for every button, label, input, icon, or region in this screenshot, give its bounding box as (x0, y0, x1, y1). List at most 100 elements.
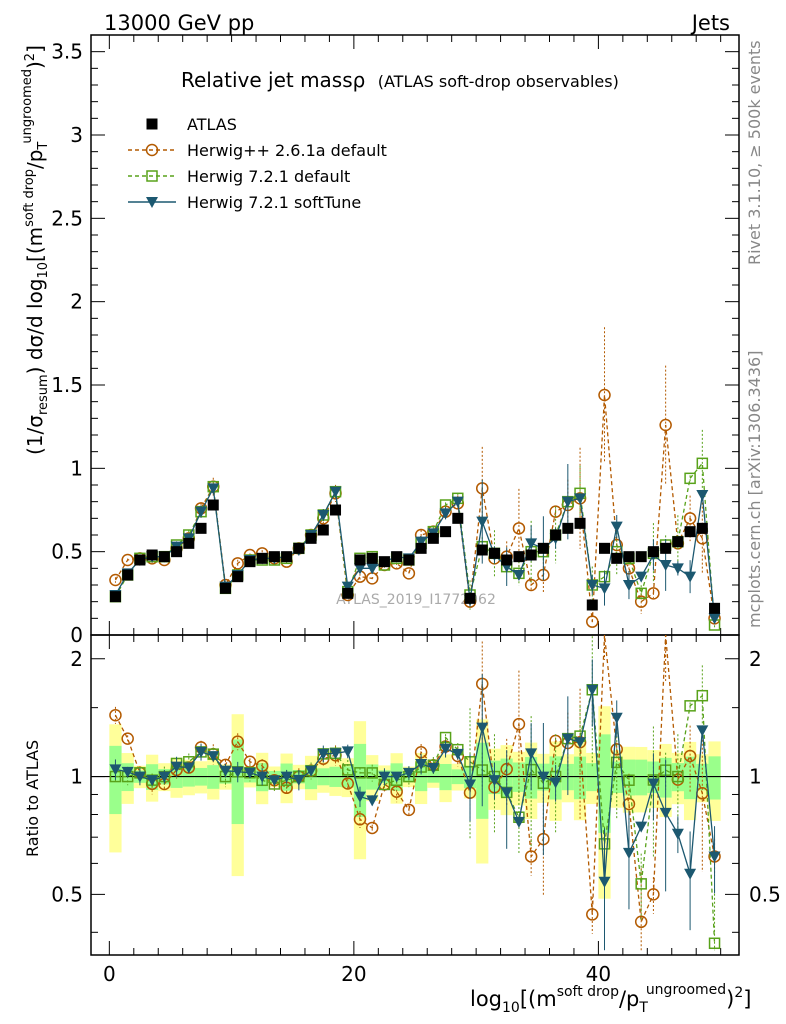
x-tick-label: 40 (586, 962, 611, 986)
ratio-point (231, 735, 244, 748)
atlas-point (464, 592, 476, 604)
atlas-point (158, 551, 170, 563)
ratio-point (280, 771, 293, 783)
legend-marker (146, 118, 158, 130)
atlas-point (562, 522, 574, 534)
data-point (610, 521, 623, 533)
data-point (598, 388, 611, 402)
legend-marker (146, 197, 158, 208)
data-point (659, 418, 672, 432)
data-point (207, 483, 220, 495)
ratio-point (610, 756, 623, 769)
ratio-point (561, 733, 574, 745)
header-right: Jets (690, 11, 730, 35)
y-tick-label: 1 (70, 456, 83, 480)
ratio-point (549, 777, 562, 789)
ratio-point (488, 775, 501, 787)
data-point (610, 538, 623, 552)
ratio-point (402, 767, 415, 779)
ratio-point (195, 746, 208, 758)
ratio-point (635, 878, 647, 890)
ratio-point (256, 771, 269, 783)
ratio-point (708, 937, 721, 950)
data-point (109, 573, 122, 587)
ratio-tick-label-right: 1 (749, 765, 762, 789)
ratio-point (170, 761, 183, 773)
ratio-point (512, 816, 525, 828)
atlas-point (599, 542, 611, 554)
atlas-point (574, 517, 586, 529)
atlas-point (305, 532, 317, 544)
data-point (586, 580, 599, 591)
atlas-point (623, 551, 635, 563)
ratio-point (366, 795, 379, 807)
atlas-point (317, 524, 329, 536)
ratio-point (109, 764, 122, 776)
atlas-point (403, 554, 415, 566)
ratio-point (708, 851, 721, 863)
atlas-point (696, 522, 708, 534)
data-point (684, 472, 696, 485)
ratio-point (292, 774, 305, 786)
atlas-point (354, 554, 366, 566)
data-point (524, 578, 538, 592)
data-point (512, 522, 526, 535)
ratio-panel-data (109, 634, 721, 951)
data-point (231, 557, 244, 570)
atlas-point (342, 587, 354, 599)
axis-ticks: 0 20 40 0 0.5 1 1.5 2 2.5 3 3.5 0.5 0.5 1 1 2 2 (51, 35, 781, 986)
ratio-tick-label-left: 1 (70, 765, 83, 789)
ratio-point (647, 778, 660, 790)
ratio-point (476, 722, 489, 734)
data-point (635, 587, 647, 600)
x-tick-label: 0 (103, 962, 116, 986)
atlas-point (684, 526, 696, 538)
legend: ATLAS Herwig++ 2.6.1a default Herwig 7.2.1… (128, 115, 387, 212)
chart-title: Relative jet massρ (ATLAS soft-drop obse… (181, 68, 619, 92)
ratio-point (512, 717, 526, 731)
header-left: 13000 GeV pp (104, 11, 254, 35)
data-point (329, 486, 342, 498)
atlas-point (501, 554, 513, 566)
ratio-point (500, 787, 513, 799)
ratio-point (683, 749, 697, 763)
data-point (402, 567, 416, 580)
atlas-point (537, 542, 549, 554)
ratio-y-axis-label: Ratio to ATLAS (23, 740, 42, 857)
ratio-point (158, 771, 171, 783)
ratio-point (537, 771, 550, 783)
atlas-point (427, 532, 439, 544)
y-tick-label: 0 (70, 623, 83, 647)
data-point (341, 581, 354, 593)
ratio-point (672, 770, 684, 783)
legend-label: ATLAS (187, 115, 237, 134)
ratio-point (121, 766, 134, 778)
ratio-tick-label-left: 2 (70, 647, 83, 671)
atlas-point (171, 546, 183, 558)
atlas-point (672, 536, 684, 548)
data-point (574, 493, 587, 505)
data-point (586, 615, 599, 628)
rivet-version-label: Rivet 3.1.10, ≥ 500k events (745, 40, 764, 265)
ratio-point (671, 828, 684, 840)
data-point (317, 510, 330, 521)
chart-subtitle: (ATLAS soft-drop observables) (378, 72, 619, 91)
data-point (525, 538, 538, 550)
ratio-point (121, 732, 134, 745)
data-point (696, 457, 709, 470)
atlas-point (256, 552, 268, 564)
ratio-point (219, 765, 232, 777)
ratio-point (390, 771, 403, 783)
ratio-point (329, 748, 342, 760)
ratio-point (464, 779, 477, 791)
legend-marker (146, 170, 158, 182)
atlas-point (293, 542, 305, 554)
atlas-point (611, 552, 623, 564)
data-point (634, 595, 648, 608)
ratio-tick-label-left: 0.5 (51, 882, 83, 906)
ratio-point (354, 767, 366, 779)
atlas-point (488, 547, 500, 559)
atlas-point (635, 551, 647, 563)
data-point (671, 563, 684, 575)
